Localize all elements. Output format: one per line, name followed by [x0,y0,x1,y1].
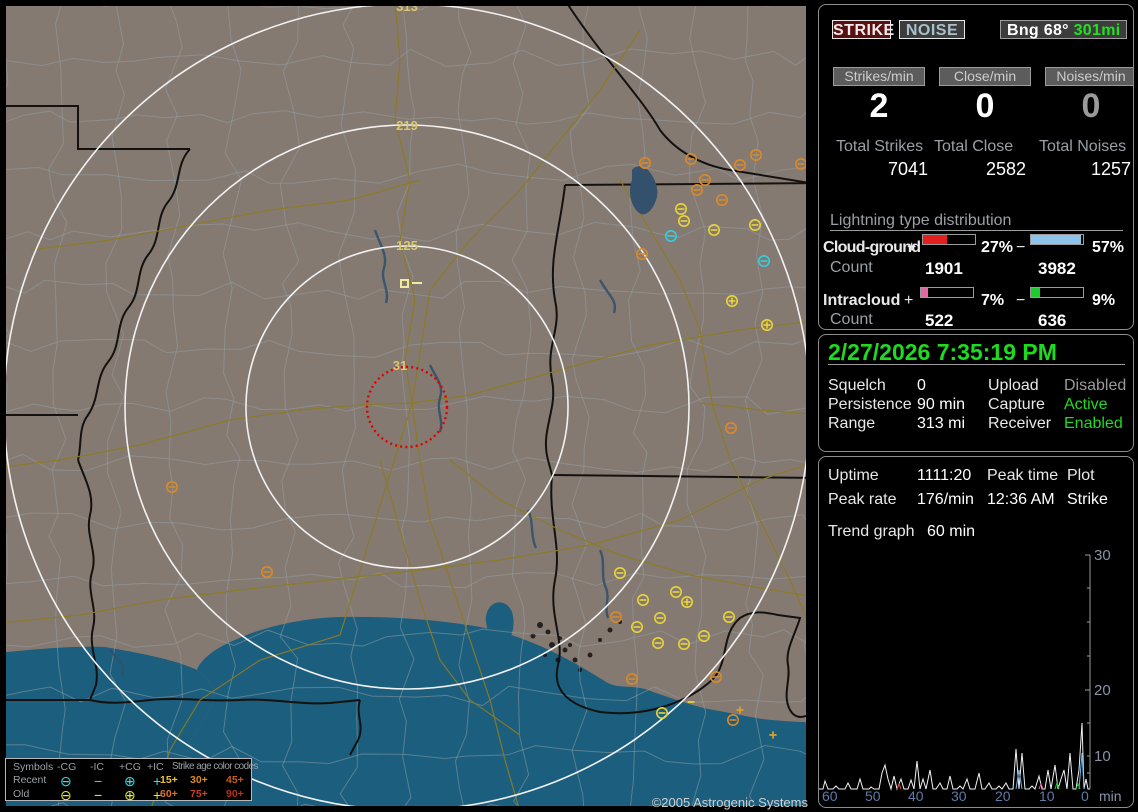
svg-text:0: 0 [1081,788,1089,804]
svg-text:20: 20 [995,788,1011,804]
svg-text:40: 40 [908,788,924,804]
svg-text:10: 10 [1039,788,1055,804]
svg-text:30: 30 [1094,547,1111,564]
svg-text:50: 50 [865,788,881,804]
svg-text:20: 20 [1094,682,1111,699]
svg-text:10: 10 [1094,748,1111,765]
svg-text:60: 60 [822,788,838,804]
svg-text:125: 125 [396,238,418,253]
svg-text:31: 31 [393,358,407,373]
svg-text:30: 30 [951,788,967,804]
svg-text:min: min [1099,788,1122,804]
svg-text:219: 219 [396,118,418,133]
